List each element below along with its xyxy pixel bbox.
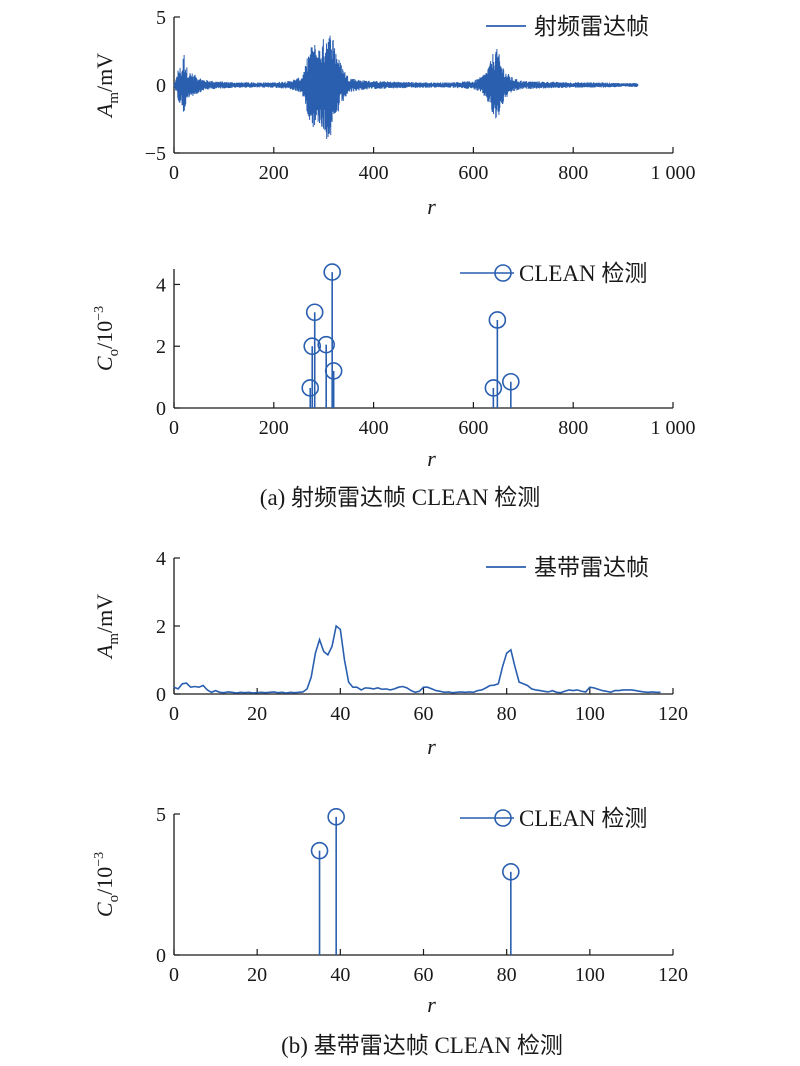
x-tick-label: 20 xyxy=(247,703,267,725)
stem-marker xyxy=(484,379,503,397)
y-label-subscript: o xyxy=(106,895,122,903)
x-axis-label: r xyxy=(427,446,436,471)
x-tick-label: 800 xyxy=(558,417,588,439)
x-tick-label: 400 xyxy=(359,417,389,439)
y-tick-label: 0 xyxy=(156,684,166,706)
x-tick-label: 0 xyxy=(169,162,179,184)
stem-marker xyxy=(502,863,520,881)
y-tick-label: 2 xyxy=(156,336,166,358)
y-label-symbol: C xyxy=(92,902,117,917)
stem-marker xyxy=(317,335,335,354)
x-tick-label: 40 xyxy=(330,964,350,986)
x-axis-label: r xyxy=(427,734,436,759)
y-label-subscript: m xyxy=(106,92,122,104)
baseband-line xyxy=(173,624,661,694)
stem-marker xyxy=(310,841,329,860)
y-label-symbol: A xyxy=(92,103,117,119)
y-axis-label: Am/mV xyxy=(92,594,122,660)
x-tick-label: 200 xyxy=(259,417,289,439)
y-tick-label: −5 xyxy=(145,143,166,165)
x-tick-label: 800 xyxy=(558,162,588,184)
caption-a: (a) 射频雷达帧 CLEAN 检测 xyxy=(260,485,540,510)
legend-marker xyxy=(494,264,512,282)
y-label-superscript: −3 xyxy=(92,852,107,867)
baseband-radar-frame-plot: 0 20 40 60 80 100 120 0 2 4 r Am/mV 基带雷达帧 xyxy=(92,548,688,759)
y-label-symbol: A xyxy=(92,644,117,660)
x-tick-label: 80 xyxy=(497,703,517,725)
y-label-unit: /10 xyxy=(92,867,117,895)
legend-label: CLEAN 检测 xyxy=(519,806,647,831)
y-axis-label: Co/10−3 xyxy=(92,306,122,371)
x-tick-label: 1 000 xyxy=(651,162,696,184)
y-label-superscript: −3 xyxy=(92,306,107,321)
x-tick-label: 200 xyxy=(259,162,289,184)
x-tick-label: 100 xyxy=(575,964,605,986)
x-tick-label: 60 xyxy=(414,703,434,725)
y-tick-label: 0 xyxy=(156,398,166,420)
caption-b: (b) 基带雷达帧 CLEAN 检测 xyxy=(281,1033,563,1058)
y-tick-label: 5 xyxy=(156,7,166,29)
y-axis-label: Am/mV xyxy=(92,53,122,119)
stem-marker xyxy=(502,372,520,391)
legend-label: 射频雷达帧 xyxy=(534,14,649,39)
rf-waveform-line xyxy=(173,35,639,140)
x-axis-label: r xyxy=(427,992,436,1017)
legend-label: 基带雷达帧 xyxy=(534,555,649,580)
x-tick-label: 100 xyxy=(575,703,605,725)
stem-marker xyxy=(327,808,345,826)
x-tick-label: 60 xyxy=(414,964,434,986)
x-tick-label: 20 xyxy=(247,964,267,986)
y-label-subscript: m xyxy=(106,633,122,645)
y-tick-label: 2 xyxy=(156,616,166,638)
stem-marker xyxy=(324,362,343,380)
x-tick-label: 0 xyxy=(169,703,179,725)
y-label-unit: /mV xyxy=(92,53,117,92)
stem-marker xyxy=(488,311,507,329)
y-tick-label: 5 xyxy=(156,804,166,826)
rf-clean-detection-plot: 0 200 400 600 800 1 000 0 2 4 r Co/10−3 CLEAN 检测 xyxy=(92,261,696,471)
y-label-unit: /10 xyxy=(92,321,117,349)
x-tick-label: 120 xyxy=(658,964,688,986)
x-tick-label: 1 000 xyxy=(651,417,696,439)
stem-marker xyxy=(301,379,320,397)
x-tick-label: 0 xyxy=(169,417,179,439)
x-tick-label: 0 xyxy=(169,964,179,986)
y-tick-label: 4 xyxy=(156,274,166,296)
x-tick-label: 40 xyxy=(330,703,350,725)
x-tick-label: 600 xyxy=(458,417,488,439)
stem-marker xyxy=(323,263,341,281)
y-label-unit: /mV xyxy=(92,594,117,633)
stem-marker xyxy=(303,337,322,356)
x-tick-label: 400 xyxy=(359,162,389,184)
y-tick-label: 0 xyxy=(156,75,166,97)
stem-marker xyxy=(305,303,324,322)
legend-label: CLEAN 检测 xyxy=(519,261,647,286)
legend-marker xyxy=(494,809,512,827)
x-tick-label: 80 xyxy=(497,964,517,986)
baseband-clean-detection-plot: 0 20 40 60 80 100 120 0 5 r Co/10−3 CLEAN 检测 xyxy=(92,804,688,1017)
y-label-subscript: o xyxy=(106,349,122,357)
x-tick-label: 600 xyxy=(458,162,488,184)
x-tick-label: 120 xyxy=(658,703,688,725)
y-tick-label: 4 xyxy=(156,548,166,570)
y-tick-label: 0 xyxy=(156,945,166,967)
x-axis-label: r xyxy=(427,194,436,219)
y-label-symbol: C xyxy=(92,356,117,371)
y-axis-label: Co/10−3 xyxy=(92,852,122,917)
